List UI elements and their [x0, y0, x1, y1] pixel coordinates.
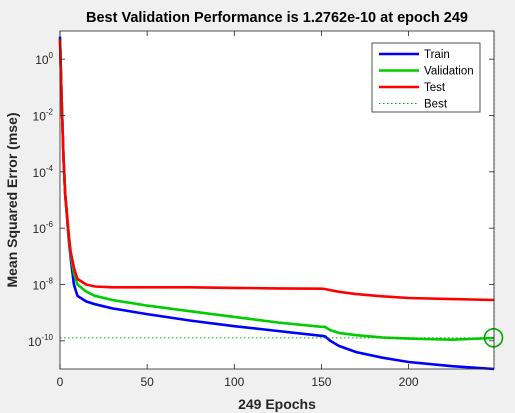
y-tick-base: 10 — [28, 335, 42, 349]
chart-title: Best Validation Performance is 1.2762e-1… — [86, 10, 468, 26]
series-layer — [58, 36, 495, 371]
y-tick-exponent: -8 — [46, 277, 54, 286]
y-tick-exponent: -6 — [46, 220, 54, 229]
y-axis-label: Mean Squared Error (mse) — [4, 112, 20, 287]
x-axis-ticks: 0 50 100 150 200 — [57, 31, 419, 389]
x-axis-label: 249 Epochs — [238, 396, 316, 412]
y-tick-base: 10 — [33, 222, 47, 236]
y-tick-label: 100 — [35, 51, 53, 67]
legend-label-test: Test — [424, 82, 446, 94]
y-tick-label: 10-8 — [33, 277, 54, 293]
legend-label-best: Best — [424, 99, 448, 111]
legend-label-validation: Validation — [424, 66, 474, 78]
x-tick-label: 150 — [311, 375, 331, 389]
y-tick-exponent: -4 — [46, 164, 54, 173]
y-tick-base: 10 — [35, 53, 49, 67]
y-tick-label: 10-2 — [33, 108, 54, 124]
y-tick-exponent: -10 — [41, 333, 53, 342]
legend: Train Validation Test Best — [371, 42, 481, 113]
x-tick-label: 100 — [224, 375, 244, 389]
best-point-marker — [483, 328, 504, 348]
legend-label-train: Train — [424, 49, 450, 61]
y-tick-base: 10 — [33, 166, 47, 180]
x-tick-label: 50 — [140, 375, 154, 389]
y-tick-label: 10-6 — [33, 220, 54, 236]
x-tick-label: 200 — [399, 375, 419, 389]
y-tick-label: 10-4 — [33, 164, 54, 180]
series-line-test — [58, 39, 495, 302]
y-tick-base: 10 — [33, 279, 47, 293]
plot-frame — [59, 30, 495, 370]
y-tick-exponent: -2 — [46, 108, 54, 117]
y-tick-base: 10 — [33, 110, 47, 124]
x-tick-label: 0 — [57, 375, 64, 389]
y-tick-exponent: 0 — [49, 51, 54, 60]
y-tick-label: 10-10 — [28, 333, 53, 349]
